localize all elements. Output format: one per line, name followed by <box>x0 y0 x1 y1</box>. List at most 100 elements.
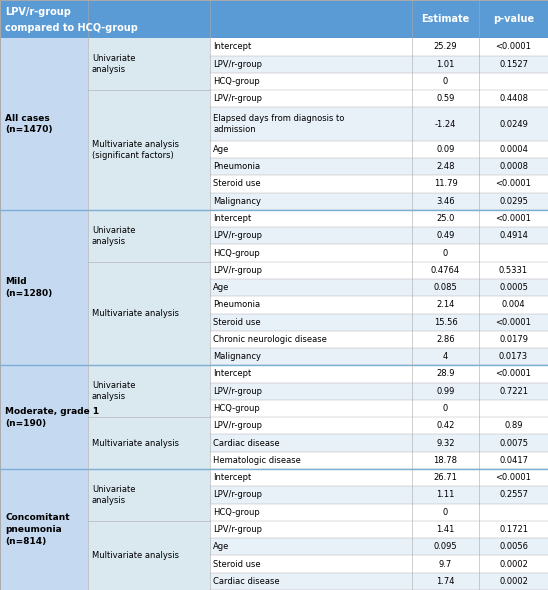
Text: 0.1527: 0.1527 <box>499 60 528 68</box>
Bar <box>210 107 412 140</box>
Text: Pneumonia: Pneumonia <box>213 162 260 171</box>
Bar <box>412 279 479 296</box>
Bar <box>0 469 88 590</box>
Bar <box>412 434 479 452</box>
Bar <box>479 452 548 469</box>
Text: 0.1721: 0.1721 <box>499 525 528 534</box>
Bar <box>479 383 548 400</box>
Text: LPV/r-group: LPV/r-group <box>213 266 262 275</box>
Bar <box>88 469 210 521</box>
Bar <box>88 38 210 90</box>
Bar <box>210 573 412 590</box>
Text: 3.46: 3.46 <box>436 196 455 206</box>
Bar <box>412 400 479 417</box>
Bar <box>479 262 548 279</box>
Text: Cardiac disease: Cardiac disease <box>213 438 279 448</box>
Bar <box>88 365 210 417</box>
Text: 0.0002: 0.0002 <box>499 559 528 569</box>
Text: 25.0: 25.0 <box>436 214 455 223</box>
Text: 0.0008: 0.0008 <box>499 162 528 171</box>
Text: LPV/r-group: LPV/r-group <box>213 387 262 396</box>
Text: Univariate
analysis: Univariate analysis <box>92 226 135 246</box>
Bar <box>210 244 412 262</box>
Bar <box>210 365 412 383</box>
Text: LPV/r-group: LPV/r-group <box>213 525 262 534</box>
Bar <box>210 55 412 73</box>
Text: All cases
(n=1470): All cases (n=1470) <box>5 114 53 135</box>
Bar <box>479 210 548 227</box>
Bar <box>479 296 548 313</box>
Bar <box>210 383 412 400</box>
Bar <box>479 469 548 486</box>
Bar <box>412 210 479 227</box>
Text: Steroid use: Steroid use <box>213 179 261 188</box>
Text: 1.74: 1.74 <box>436 577 455 586</box>
Text: 2.14: 2.14 <box>436 300 455 309</box>
Bar <box>412 192 479 210</box>
Bar <box>479 417 548 434</box>
Bar <box>88 521 210 590</box>
Text: Age: Age <box>213 283 230 292</box>
Bar <box>479 573 548 590</box>
Bar <box>412 417 479 434</box>
Bar <box>479 313 548 331</box>
Text: 0: 0 <box>443 508 448 517</box>
Text: 9.32: 9.32 <box>436 438 455 448</box>
Text: Concomitant
pneumonia
(n=814): Concomitant pneumonia (n=814) <box>5 513 70 546</box>
Text: Intercept: Intercept <box>213 369 251 379</box>
Text: 0.004: 0.004 <box>501 300 526 309</box>
Bar <box>210 555 412 573</box>
Text: Multivariate analysis
(significant factors): Multivariate analysis (significant facto… <box>92 140 179 160</box>
Text: Age: Age <box>213 542 230 551</box>
Text: Steroid use: Steroid use <box>213 317 261 327</box>
Text: 1.01: 1.01 <box>436 60 455 68</box>
Text: 0.2557: 0.2557 <box>499 490 528 500</box>
Bar <box>0 365 88 469</box>
Text: Intercept: Intercept <box>213 214 251 223</box>
Text: Univariate
analysis: Univariate analysis <box>92 485 135 505</box>
Bar <box>412 38 479 55</box>
Text: Chronic neurologic disease: Chronic neurologic disease <box>213 335 327 344</box>
Text: Multivariate analysis: Multivariate analysis <box>92 551 179 560</box>
Bar <box>210 279 412 296</box>
Text: 0.0173: 0.0173 <box>499 352 528 361</box>
Bar <box>479 434 548 452</box>
Text: 1.41: 1.41 <box>436 525 455 534</box>
Bar <box>88 417 210 469</box>
Bar <box>210 504 412 521</box>
Text: 9.7: 9.7 <box>439 559 452 569</box>
Bar <box>210 313 412 331</box>
Bar <box>210 469 412 486</box>
Bar <box>412 175 479 192</box>
Text: -1.24: -1.24 <box>435 120 456 129</box>
Text: 0.095: 0.095 <box>433 542 458 551</box>
Bar <box>412 573 479 590</box>
Bar <box>479 348 548 365</box>
Text: Malignancy: Malignancy <box>213 196 261 206</box>
Bar <box>479 365 548 383</box>
Bar <box>412 227 479 244</box>
Bar <box>412 313 479 331</box>
Bar <box>412 504 479 521</box>
Bar <box>479 504 548 521</box>
Text: 15.56: 15.56 <box>433 317 458 327</box>
Text: Elapsed days from diagnosis to
admission: Elapsed days from diagnosis to admission <box>213 114 344 134</box>
Text: 0: 0 <box>443 248 448 257</box>
Text: 0.085: 0.085 <box>433 283 458 292</box>
Bar <box>479 55 548 73</box>
Text: 0.4914: 0.4914 <box>499 231 528 240</box>
Text: 0.0005: 0.0005 <box>499 283 528 292</box>
Bar <box>210 400 412 417</box>
Text: Intercept: Intercept <box>213 473 251 482</box>
Bar <box>479 521 548 538</box>
Bar <box>412 90 479 107</box>
Text: 0.49: 0.49 <box>436 231 455 240</box>
Text: <0.0001: <0.0001 <box>495 42 532 51</box>
Bar <box>210 331 412 348</box>
Text: <0.0001: <0.0001 <box>495 473 532 482</box>
Text: LPV/r-group: LPV/r-group <box>213 94 262 103</box>
Text: LPV/r-group: LPV/r-group <box>213 231 262 240</box>
Bar <box>412 244 479 262</box>
Bar <box>210 90 412 107</box>
Text: Multivariate analysis: Multivariate analysis <box>92 309 179 318</box>
